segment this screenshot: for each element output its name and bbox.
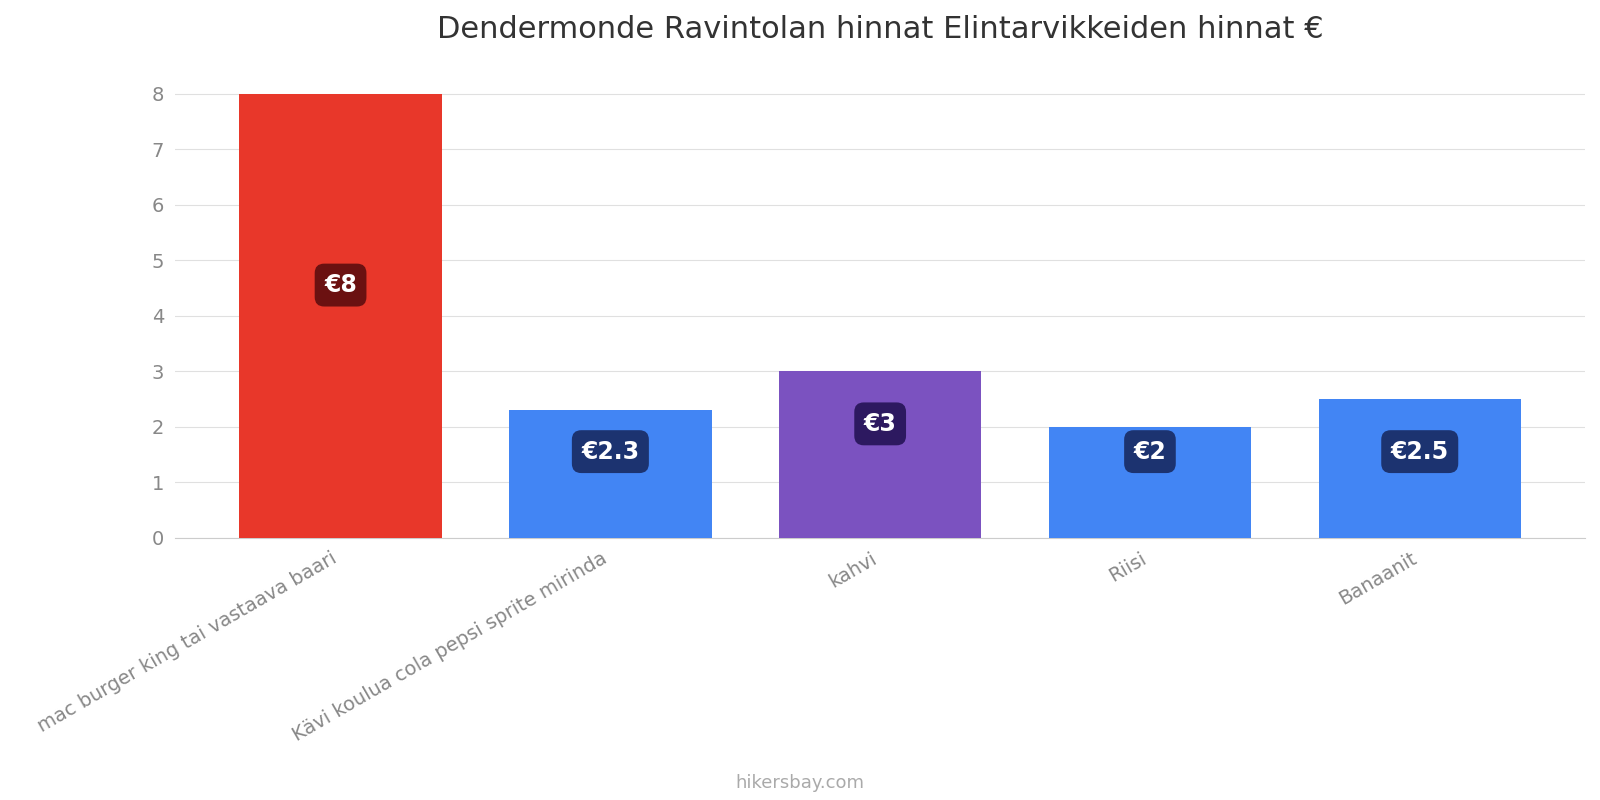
- Text: hikersbay.com: hikersbay.com: [736, 774, 864, 792]
- Bar: [509, 410, 712, 538]
- Text: €3: €3: [864, 412, 896, 436]
- Title: Dendermonde Ravintolan hinnat Elintarvikkeiden hinnat €: Dendermonde Ravintolan hinnat Elintarvik…: [437, 15, 1323, 44]
- Text: €2: €2: [1133, 440, 1166, 464]
- Text: €2.5: €2.5: [1390, 440, 1450, 464]
- Bar: [779, 371, 981, 538]
- Bar: [1048, 426, 1251, 538]
- Text: €8: €8: [325, 273, 357, 297]
- Text: €2.3: €2.3: [581, 440, 640, 464]
- Bar: [240, 94, 442, 538]
- Bar: [1318, 399, 1522, 538]
